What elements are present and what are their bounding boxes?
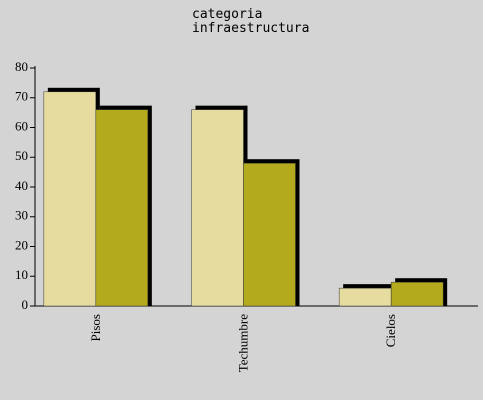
bar [191, 109, 244, 307]
x-tick-label: Techumbre [235, 314, 250, 373]
y-tick-label: 0 [22, 297, 29, 312]
y-tick-label: 20 [15, 237, 28, 252]
bar [43, 91, 97, 307]
y-tick-label: 50 [15, 148, 28, 163]
x-tick-label: Cielos [383, 314, 398, 347]
y-tick-label: 60 [15, 118, 28, 133]
chart-title: categoria [192, 7, 262, 22]
y-tick-label: 40 [15, 178, 28, 193]
bar [338, 287, 392, 307]
y-tick-label: 30 [15, 208, 28, 223]
y-tick-label: 80 [15, 59, 28, 74]
bar [243, 162, 296, 307]
chart-title: infraestructura [192, 21, 309, 36]
bar [390, 281, 444, 307]
bar [95, 109, 149, 307]
y-tick-label: 10 [15, 267, 28, 282]
x-tick-label: Pisos [88, 314, 103, 341]
y-tick-label: 70 [15, 89, 28, 104]
